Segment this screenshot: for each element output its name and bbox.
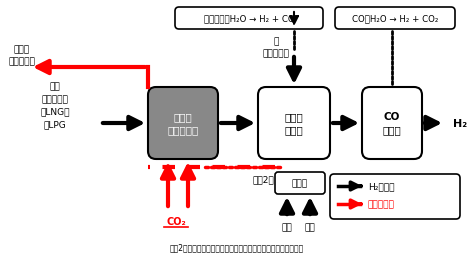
Text: 原料
・都市ガス
（LNG）
・LPG: 原料 ・都市ガス （LNG） ・LPG: [40, 83, 70, 129]
FancyBboxPatch shape: [335, 8, 455, 30]
Text: 炭化水素＋H₂O → H₂ + CO: 炭化水素＋H₂O → H₂ + CO: [204, 14, 294, 23]
Text: パージ作機: パージ作機: [368, 200, 395, 209]
FancyBboxPatch shape: [275, 172, 325, 194]
FancyBboxPatch shape: [175, 8, 323, 30]
Text: 水蕲気
改質器: 水蕲気 改質器: [284, 112, 303, 135]
Text: H₂: H₂: [453, 119, 467, 129]
Text: 水
（水蕲気）: 水 （水蕲気）: [263, 37, 290, 58]
FancyBboxPatch shape: [330, 174, 460, 219]
Text: （注2）: （注2）: [252, 175, 274, 184]
Text: 脱硫器
（吸着材）: 脱硫器 （吸着材）: [167, 112, 199, 135]
Text: （注2）バーナの燃焼排ガス等の二酸化炭素含有ガスも利用可能: （注2）バーナの燃焼排ガス等の二酸化炭素含有ガスも利用可能: [170, 243, 304, 251]
Text: CO
変成器: CO 変成器: [383, 112, 401, 135]
FancyBboxPatch shape: [258, 88, 330, 159]
Text: CO₂: CO₂: [166, 216, 186, 226]
Text: 燃料: 燃料: [305, 223, 315, 232]
Text: 排気先
（フレア）: 排気先 （フレア）: [9, 45, 36, 66]
Text: バーナ: バーナ: [292, 179, 308, 188]
Text: CO＋H₂O → H₂ + CO₂: CO＋H₂O → H₂ + CO₂: [352, 14, 438, 23]
Text: 空気: 空気: [282, 223, 292, 232]
FancyBboxPatch shape: [362, 88, 422, 159]
Text: H₂の製造: H₂の製造: [368, 182, 394, 191]
FancyBboxPatch shape: [148, 88, 218, 159]
